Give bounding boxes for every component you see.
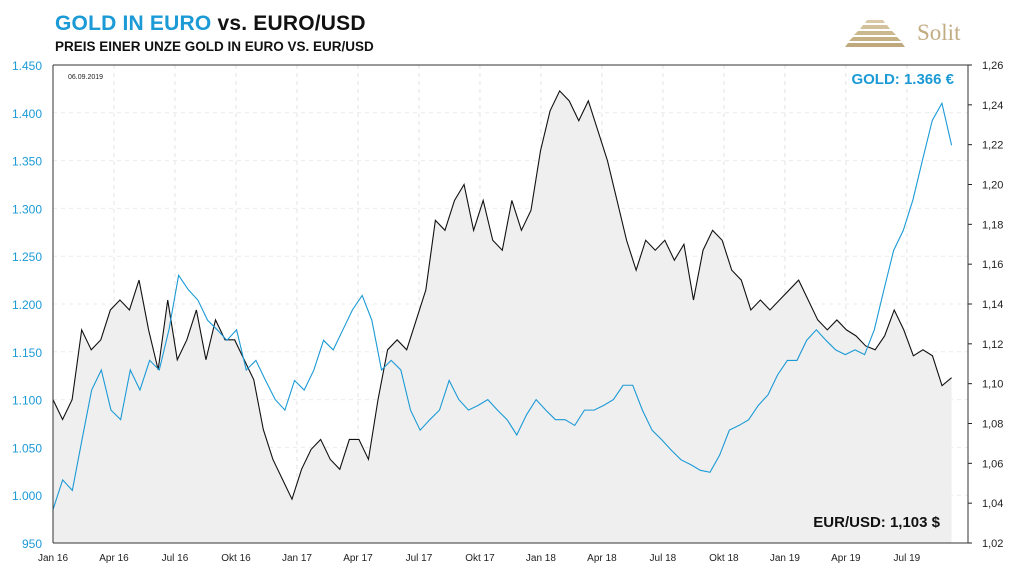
gold-line [52,101,953,510]
x-tick-label: Jan 18 [526,553,556,564]
x-tick-label: Apr 18 [587,553,617,564]
gold-last-label: GOLD: 1.366 € [851,71,954,88]
eurusd-line [52,89,952,501]
x-tick-label: Okt 16 [221,553,251,564]
pyramid-icon [845,20,905,47]
x-tick-label: Okt 17 [465,553,495,564]
title-eurusd: vs. EURO/USD [217,12,366,35]
y-left-tick-label: 1.150 [12,346,42,360]
y-right-tick-label: 1,22 [982,140,1003,152]
y-right-tick-label: 1,26 [982,60,1003,72]
y-right-tick-label: 1,06 [982,458,1003,470]
x-tick-label: Jan 16 [38,553,68,564]
y-right-tick-label: 1,18 [982,219,1003,231]
y-left-tick-label: 1.200 [12,298,42,312]
x-tick-label: Jul 19 [894,553,921,564]
logo-text: Solit [917,20,961,45]
y-right-tick-label: 1,12 [982,339,1003,351]
y-right-tick-label: 1,02 [982,538,1003,550]
y-right-tick-label: 1,24 [982,100,1003,112]
y-left-tick-label: 1.250 [12,250,42,264]
title-gold: GOLD IN EURO [55,12,212,35]
y-left-tick-label: 1.300 [12,202,42,216]
x-tick-label: Apr 19 [831,553,861,564]
chart-subtitle: PREIS EINER UNZE GOLD IN EURO VS. EUR/US… [55,39,374,54]
y-left-tick-label: 1.050 [12,441,42,455]
y-right-tick-label: 1,14 [982,299,1003,311]
x-tick-label: Jul 18 [650,553,677,564]
y-right-tick-label: 1,10 [982,379,1003,391]
x-tick-label: Jul 16 [162,553,189,564]
y-right-tick-label: 1,20 [982,180,1003,192]
eurusd-area [53,90,952,544]
date-label: 06.09.2019 [68,74,104,81]
y-right-tick-label: 1,04 [982,498,1003,510]
x-tick-label: Apr 16 [99,553,129,564]
x-tick-label: Jan 19 [770,553,800,564]
y-left-tick-label: 1.000 [12,489,42,503]
x-tick-label: Apr 17 [343,553,373,564]
eurusd-last-label: EUR/USD: 1,103 $ [813,514,940,531]
y-left-tick-label: 1.350 [12,155,42,169]
y-left-tick-label: 1.100 [12,394,42,408]
y-right-tick-label: 1,16 [982,259,1003,271]
y-left-tick-label: 1.400 [12,107,42,121]
x-tick-label: Jan 17 [282,553,312,564]
y-left-tick-label: 1.450 [12,59,42,73]
y-right-tick-label: 1,08 [982,419,1003,431]
x-tick-label: Jul 17 [406,553,433,564]
x-tick-label: Okt 18 [709,553,739,564]
y-left-tick-label: 950 [22,537,42,551]
chart-title: GOLD IN EURO vs. EURO/USD [55,12,366,36]
solit-logo: Solit [845,18,960,48]
